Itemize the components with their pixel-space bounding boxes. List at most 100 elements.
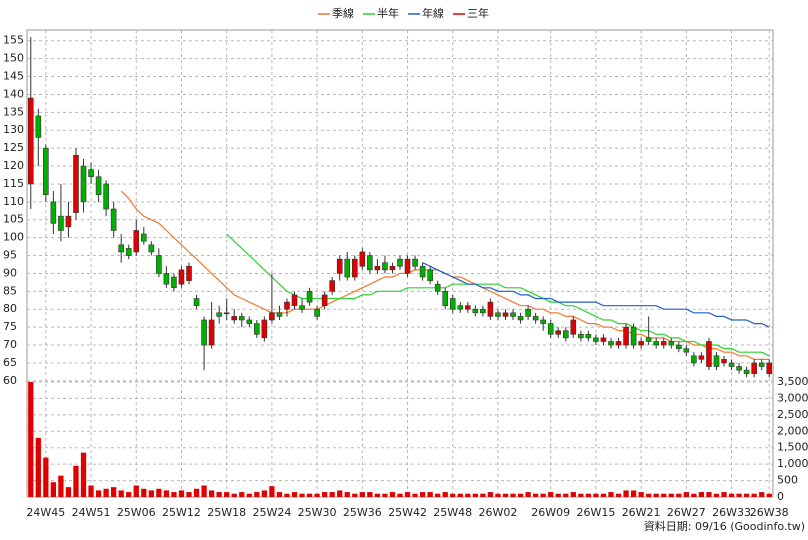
y-tick-label: 145 [3,70,24,83]
y2-tick-label: 3,000 [777,391,808,404]
candle-body [216,312,222,317]
volume-bar [759,492,765,497]
candle-body [359,251,366,267]
volume-bar [472,493,478,497]
candle-body [397,258,403,267]
volume-bar [178,490,185,497]
y2-tick-label: 3,500 [777,375,808,388]
candle-body [208,319,215,346]
candle-body [178,269,185,285]
volume-bar [28,382,34,497]
candle-body [495,312,501,317]
volume-bar [487,492,494,497]
candle-body [65,215,72,228]
volume-bar [208,490,215,497]
volume-bar [397,493,403,497]
volume-bar [254,492,260,497]
candle-body [382,262,388,271]
volume-bar [540,493,546,497]
candle-body [555,330,562,335]
y-tick-label: 150 [3,52,24,65]
candle-body [193,298,200,306]
candle-body [562,330,569,339]
y-tick-label: 85 [3,284,17,297]
candle-body [465,305,471,310]
volume-bar [570,492,576,497]
volume-bar [80,452,87,497]
candle-body [706,341,712,367]
candle-body [201,319,207,346]
volume-bar [88,485,94,497]
volume-bar [510,493,516,497]
x-tick-label: 26W33 [712,506,751,519]
y-tick-label: 140 [3,87,24,100]
candle-body [110,208,117,231]
volume-bar [291,492,298,497]
y-tick-label: 110 [3,195,24,208]
candle-body [148,244,155,253]
candle-body [314,308,320,317]
volume-bar [314,493,320,497]
candle-body [713,355,720,367]
candle-body [427,269,433,281]
legend-label: 半年 [377,6,399,20]
volume-bar [563,493,569,497]
y-tick-label: 120 [3,159,24,172]
volume-bar [706,492,712,497]
x-tick-label: 25W30 [298,506,337,519]
y-tick-label: 65 [3,356,17,369]
candle-body [367,255,373,271]
candle-body [758,362,765,367]
x-tick-label: 26W21 [622,506,661,519]
legend-label: 年線 [422,6,444,20]
volume-bar [231,493,237,497]
x-tick-label: 26W09 [531,506,570,519]
volume-bar [638,492,644,497]
volume-bar [352,493,358,497]
x-tick-label: 25W12 [162,506,201,519]
volume-bar [691,493,697,497]
y2-tick-label: 2,500 [777,408,808,421]
volume-bar [728,493,735,497]
volume-bar [502,493,509,497]
candle-body [668,341,675,346]
volume-bar [118,490,124,497]
candle-body [73,155,79,213]
candle-body [623,326,629,346]
ma-line [422,262,770,328]
candle-body [80,165,87,203]
volume-bar [721,492,727,497]
candle-body [412,258,418,267]
candle-body [254,323,260,335]
volume-bar [743,493,750,497]
y2-tick-label: 0 [777,490,784,503]
candle-body [600,337,607,342]
candle-body [186,265,192,281]
volume-bar [359,492,365,497]
volume-bar [389,492,396,497]
volume-bar [698,492,705,497]
candle-body [698,355,705,360]
candle-body [743,369,750,374]
volume-bar [201,485,207,497]
candle-body [50,201,57,224]
candle-body [585,333,592,339]
volume-bar [593,493,599,497]
legend-label: 三年 [467,6,489,20]
volume-bar [126,492,132,497]
volume-bar [322,492,328,497]
volume-bar [713,493,720,497]
candle-body [676,344,682,349]
volume-bar [525,492,531,497]
y-tick-label: 130 [3,123,24,136]
candle-body [374,265,381,271]
y-tick-label: 115 [3,177,24,190]
candle-body [125,248,132,256]
volume-bar [517,493,524,497]
volume-bar [103,488,109,497]
volume-bar [382,493,388,497]
candle-body [683,348,690,353]
volume-bar [668,493,674,497]
candle-body [638,341,644,346]
